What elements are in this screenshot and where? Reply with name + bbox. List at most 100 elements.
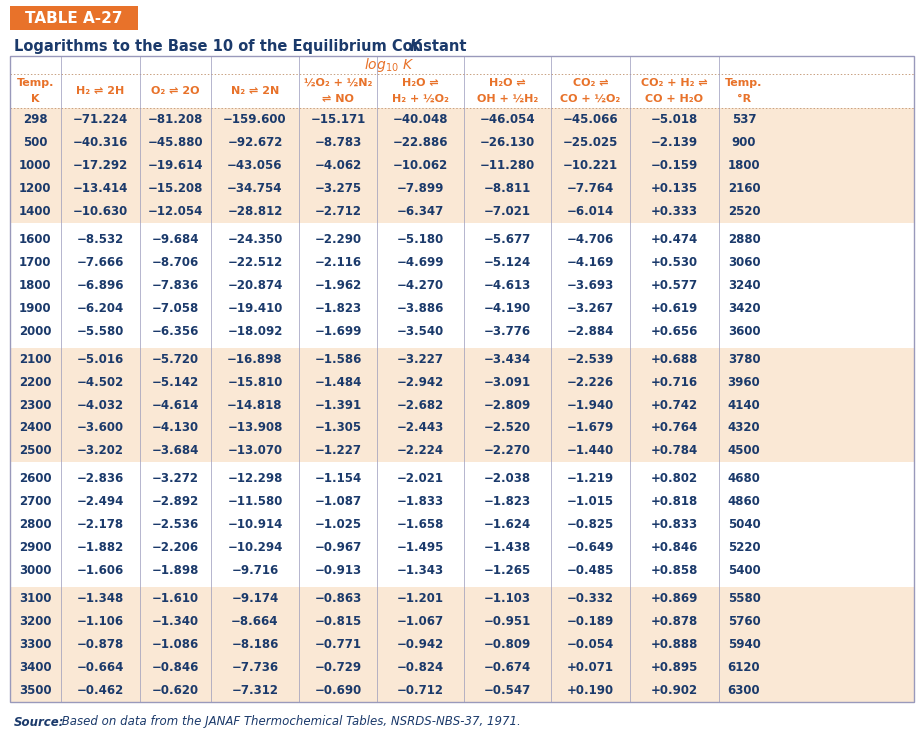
Text: CO₂ ⇌: CO₂ ⇌ [573,78,608,88]
Text: −0.815: −0.815 [314,615,362,628]
Text: −1.219: −1.219 [566,473,614,485]
Text: 1200: 1200 [19,182,52,195]
Text: Based on data from the JANAF Thermochemical Tables, NSRDS-NBS-37, 1971.: Based on data from the JANAF Thermochemi… [58,716,521,729]
Text: 5220: 5220 [728,542,760,554]
Text: −3.886: −3.886 [396,301,444,315]
Text: +0.577: +0.577 [650,279,698,292]
Text: −2.116: −2.116 [314,256,361,269]
Text: −22.512: −22.512 [227,256,283,269]
Text: −0.825: −0.825 [566,518,614,531]
Text: −3.227: −3.227 [397,352,444,366]
Text: 2000: 2000 [19,325,52,337]
Text: −12.054: −12.054 [148,205,203,218]
Text: −9.716: −9.716 [231,564,279,577]
Text: −1.106: −1.106 [77,615,124,628]
Text: TABLE A-27: TABLE A-27 [25,10,123,25]
Text: −3.776: −3.776 [483,325,530,337]
Text: −2.270: −2.270 [483,444,530,458]
Text: +0.716: +0.716 [650,375,698,388]
Text: 2300: 2300 [19,399,52,411]
Text: 3100: 3100 [19,592,52,605]
Bar [10,56,914,702]
Text: +0.846: +0.846 [650,542,699,554]
Text: −7.312: −7.312 [232,684,278,697]
Text: 298: 298 [23,113,48,126]
Text: −5.677: −5.677 [483,233,530,246]
Text: −20.874: −20.874 [227,279,283,292]
Text: 3060: 3060 [728,256,760,269]
Text: −0.690: −0.690 [314,684,362,697]
Text: 900: 900 [732,136,757,149]
Text: −1.833: −1.833 [396,495,444,509]
Text: −19.614: −19.614 [148,159,203,172]
Text: −1.679: −1.679 [566,421,614,435]
Text: +0.784: +0.784 [650,444,698,458]
Text: −0.674: −0.674 [483,661,530,674]
Text: −2.290: −2.290 [314,233,361,246]
Text: +0.818: +0.818 [650,495,698,509]
Text: −2.892: −2.892 [152,495,199,509]
Text: +0.878: +0.878 [650,615,698,628]
Text: −5.180: −5.180 [396,233,444,246]
Text: −1.438: −1.438 [483,542,530,554]
Text: −7.666: −7.666 [77,256,124,269]
Text: −1.154: −1.154 [314,473,362,485]
Text: −40.316: −40.316 [73,136,128,149]
Text: −2.443: −2.443 [396,421,444,435]
Text: H₂ ⇌ 2H: H₂ ⇌ 2H [77,86,125,96]
Text: −4.706: −4.706 [566,233,614,246]
Text: 4860: 4860 [727,495,760,509]
Text: 4500: 4500 [728,444,760,458]
Text: +0.333: +0.333 [650,205,698,218]
Text: −10.630: −10.630 [73,205,128,218]
Text: 537: 537 [732,113,757,126]
Text: −6.204: −6.204 [77,301,124,315]
Text: −9.684: −9.684 [152,233,200,246]
Text: −10.221: −10.221 [563,159,618,172]
Text: 1800: 1800 [19,279,52,292]
Text: 5040: 5040 [728,518,760,531]
Text: 6120: 6120 [728,661,760,674]
Text: −92.672: −92.672 [227,136,283,149]
Text: K: K [410,38,421,54]
Text: −4.062: −4.062 [314,159,362,172]
Text: −1.391: −1.391 [314,399,361,411]
Text: −7.058: −7.058 [152,301,199,315]
Text: 4140: 4140 [728,399,760,411]
Text: +0.764: +0.764 [650,421,698,435]
Bar [10,348,914,462]
Text: −0.547: −0.547 [483,684,530,697]
Text: −0.159: −0.159 [650,159,698,172]
Text: −1.265: −1.265 [483,564,530,577]
Text: −2.494: −2.494 [77,495,124,509]
Text: Temp.: Temp. [725,78,762,88]
Text: −10.294: −10.294 [227,542,283,554]
Text: N₂ ⇌ 2N: N₂ ⇌ 2N [231,86,279,96]
Text: −17.292: −17.292 [73,159,128,172]
Text: −4.190: −4.190 [483,301,530,315]
Text: −1.348: −1.348 [77,592,124,605]
Text: −19.410: −19.410 [227,301,283,315]
Text: 2600: 2600 [19,473,52,485]
Text: −15.171: −15.171 [310,113,366,126]
Text: −7.021: −7.021 [483,205,530,218]
Text: −13.908: −13.908 [227,421,283,435]
Text: 5400: 5400 [728,564,760,577]
Text: −22.886: −22.886 [393,136,448,149]
Text: −6.896: −6.896 [77,279,124,292]
Text: −7.836: −7.836 [152,279,199,292]
Text: OH + ½H₂: OH + ½H₂ [477,94,538,104]
Text: −1.087: −1.087 [314,495,361,509]
Text: −1.823: −1.823 [314,301,361,315]
Text: −5.142: −5.142 [152,375,199,388]
Text: −1.305: −1.305 [314,421,361,435]
Text: −2.178: −2.178 [77,518,124,531]
Text: log$_{10}$ $K$: log$_{10}$ $K$ [364,56,415,74]
Text: 4680: 4680 [727,473,760,485]
Text: −1.898: −1.898 [152,564,199,577]
Text: Source:: Source: [14,716,65,729]
Text: −13.414: −13.414 [73,182,128,195]
Text: −3.202: −3.202 [77,444,124,458]
Text: 6300: 6300 [728,684,760,697]
Text: −8.532: −8.532 [77,233,124,246]
